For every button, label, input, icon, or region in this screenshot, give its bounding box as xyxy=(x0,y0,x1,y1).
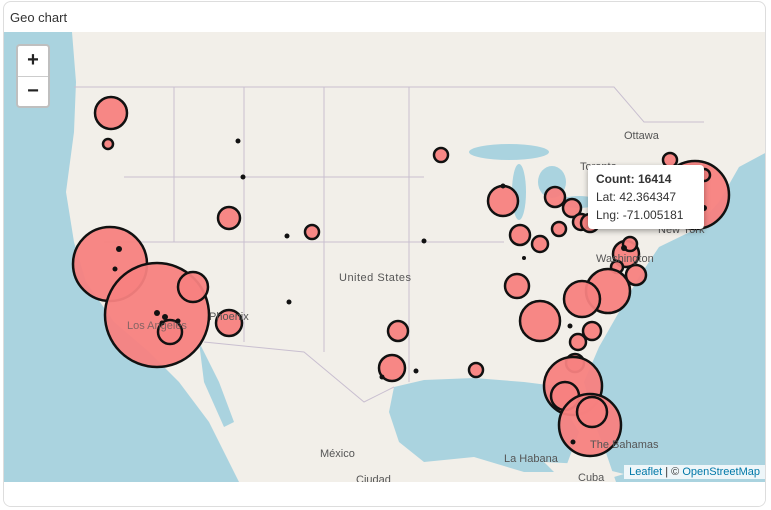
card-title: Geo chart xyxy=(10,10,68,25)
lng-label: Lng: xyxy=(596,208,620,222)
tooltip-lng: Lng: -71.005181 xyxy=(596,206,696,224)
attribution: Leaflet | © OpenStreetMap xyxy=(624,465,765,479)
footer xyxy=(4,482,765,506)
tooltip: Count: 16414 Lat: 42.364347 Lng: -71.005… xyxy=(588,165,704,229)
place-label: Ottawa xyxy=(624,130,660,142)
place-label: United States xyxy=(339,272,412,284)
pacific xyxy=(4,32,239,482)
lat-value: 42.364347 xyxy=(619,190,677,204)
place-label: Washington xyxy=(596,253,654,265)
place-label: Los Angeles xyxy=(127,320,187,332)
tooltip-lat: Lat: 42.364347 xyxy=(596,188,696,206)
cuba-land xyxy=(544,462,624,480)
lake xyxy=(469,144,549,160)
count-value: 16414 xyxy=(638,172,672,186)
map: Ottawa Toronto New York Washington Unite… xyxy=(4,32,765,506)
atlantic xyxy=(584,153,765,482)
osm-link[interactable]: OpenStreetMap xyxy=(682,466,760,478)
place-label: Phoenix xyxy=(209,311,249,323)
place-label: México xyxy=(320,448,355,460)
lat-label: Lat: xyxy=(596,190,617,204)
zoom-control: + − xyxy=(16,44,50,108)
gulf-mexico xyxy=(389,378,579,472)
zoom-in[interactable]: + xyxy=(27,49,39,71)
count-label: Count: xyxy=(596,172,635,186)
lng-value: -71.005181 xyxy=(622,208,684,222)
geo-chart-card: Ottawa Toronto New York Washington Unite… xyxy=(3,1,766,507)
place-label: Cuba xyxy=(578,472,605,484)
tooltip-count: Count: 16414 xyxy=(596,170,696,188)
zoom-out[interactable]: − xyxy=(18,76,48,107)
attribution-separator: | © xyxy=(665,466,680,478)
points xyxy=(112,138,707,445)
gulf-california xyxy=(199,342,234,427)
leaflet-link[interactable]: Leaflet xyxy=(629,466,663,478)
place-label: La Habana xyxy=(504,453,559,465)
place-label: The Bahamas xyxy=(590,439,659,451)
